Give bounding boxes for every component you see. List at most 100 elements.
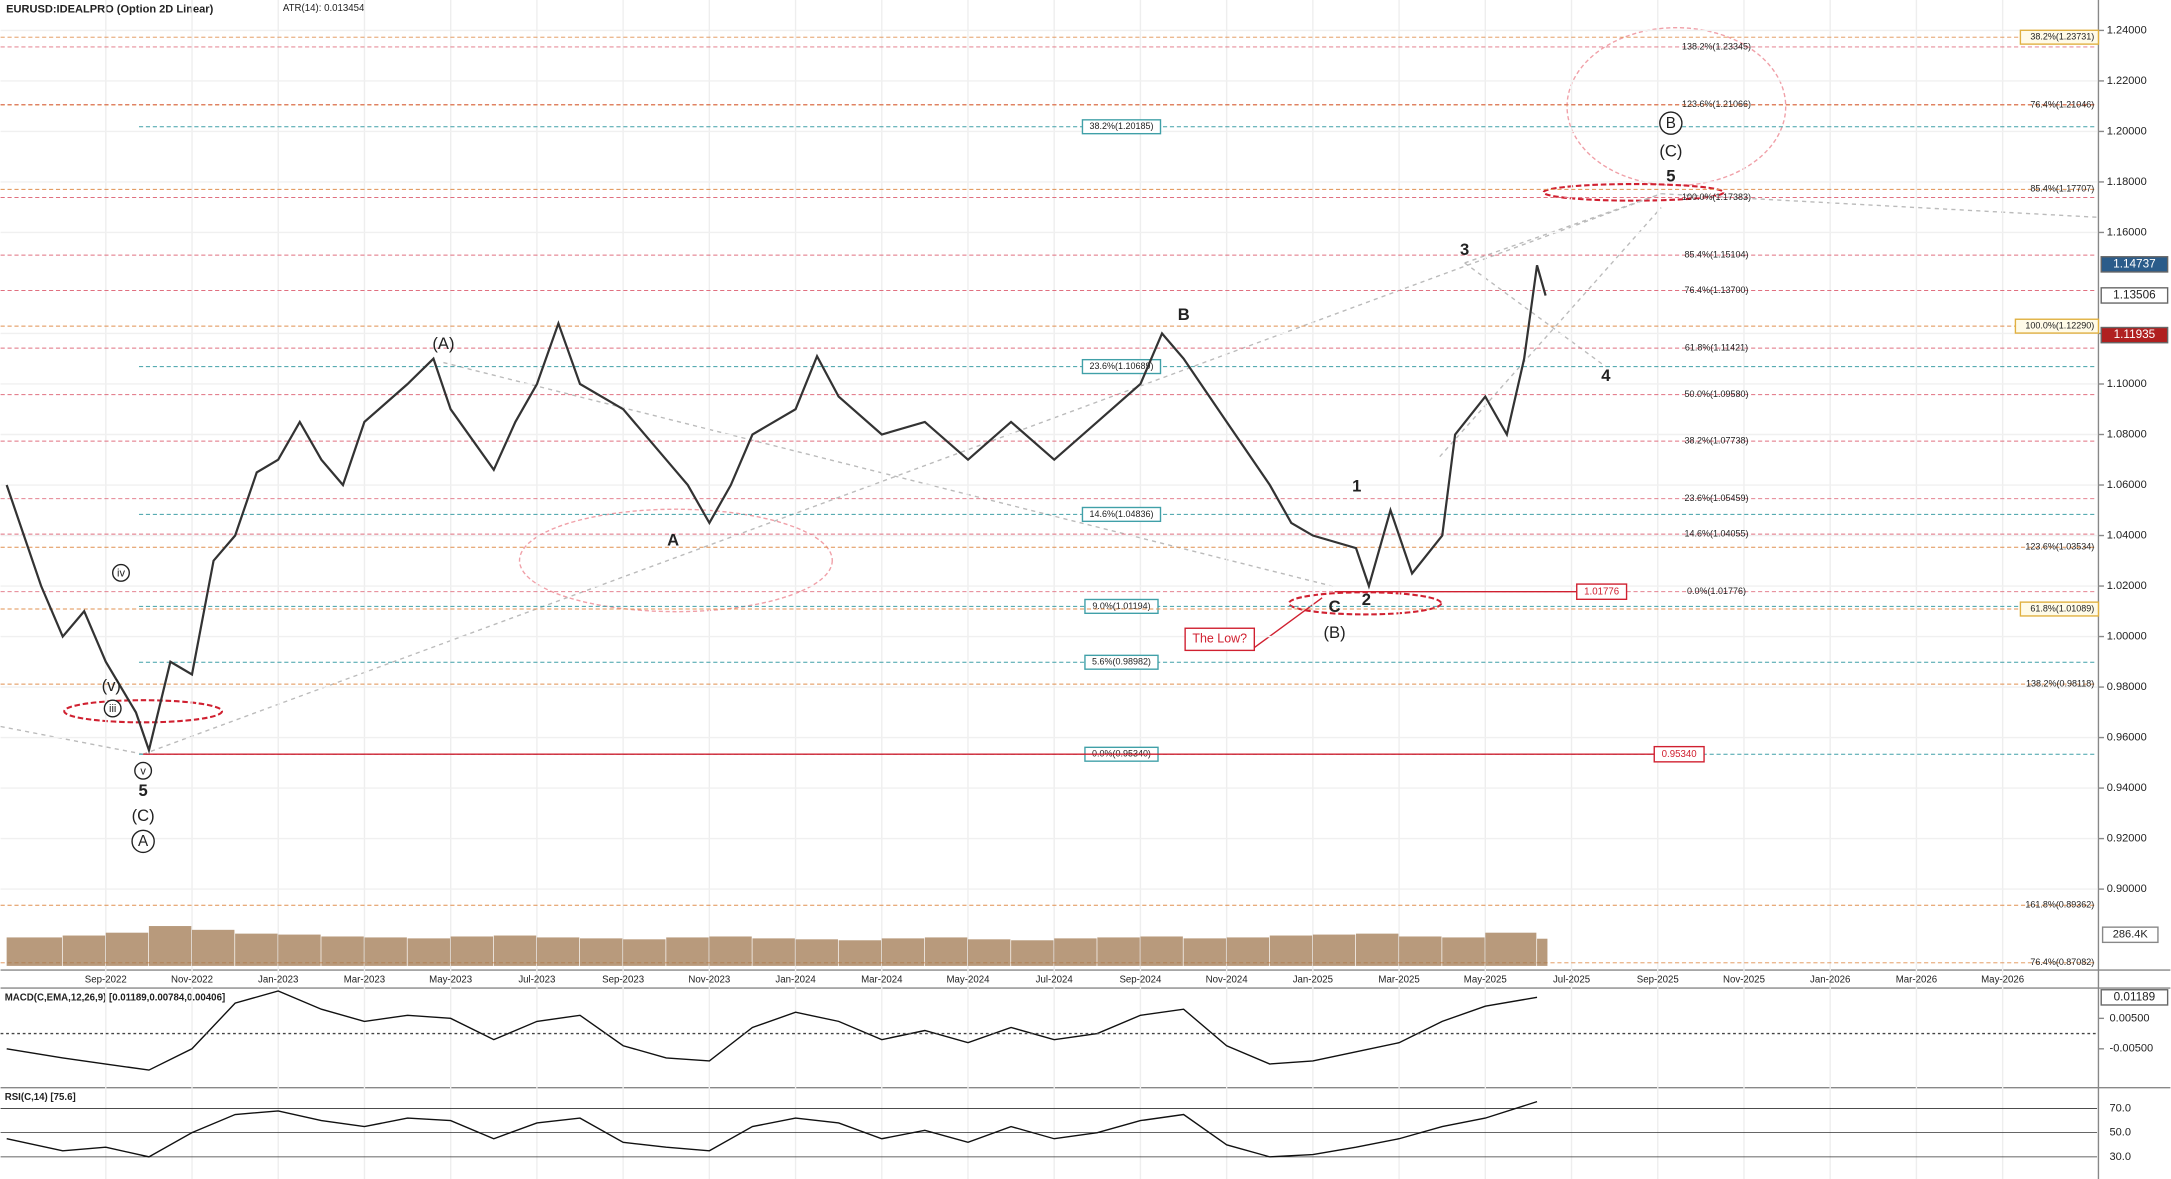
x-tick-label: May-2023 xyxy=(429,974,472,985)
low-label: 0.95340 xyxy=(1662,749,1697,760)
price-marker xyxy=(2100,326,2169,344)
volume-bar xyxy=(752,938,795,966)
volume-bar xyxy=(709,936,752,966)
volume-bar xyxy=(1442,937,1485,966)
volume-bar xyxy=(666,937,709,966)
fib-label: 76.4%(1.13700) xyxy=(1685,285,1749,295)
label-box xyxy=(1081,506,1162,523)
fib-label: 85.4%(1.15104) xyxy=(1685,249,1749,259)
volume-bar xyxy=(148,926,192,966)
macd-marker xyxy=(2100,989,2169,1006)
volume-bar xyxy=(1011,940,1054,966)
x-tick-label: Sep-2025 xyxy=(1637,974,1679,985)
fib-label: 38.2%(1.20185) xyxy=(1090,121,1154,131)
label-box xyxy=(1081,119,1162,135)
volume-bar xyxy=(1399,936,1442,966)
y-tick-label: 1.22000 xyxy=(2107,75,2147,87)
x-tick-label: Nov-2023 xyxy=(688,974,730,985)
label-box xyxy=(1184,627,1256,652)
x-tick-label: Sep-2022 xyxy=(85,974,127,985)
atr-label: ATR(14): 0.013454 xyxy=(283,3,365,14)
x-tick-label: Jan-2023 xyxy=(258,974,298,985)
fib-label: 138.2%(0.98118) xyxy=(2026,678,2094,688)
circled-wave-label: v xyxy=(140,765,146,777)
volume-bar xyxy=(493,935,537,966)
circled-wave-label: A xyxy=(138,833,149,850)
annotation: The Low? xyxy=(1192,632,1247,646)
volume-bar xyxy=(1485,932,1537,966)
y-tick-label: 0.94000 xyxy=(2107,782,2147,794)
wave-label: 4 xyxy=(1601,366,1611,385)
fib-label: 38.2%(1.23731) xyxy=(2030,32,2094,42)
wave-label: A xyxy=(667,530,679,549)
label-box xyxy=(2014,318,2100,334)
label-box xyxy=(2101,926,2159,944)
volume-bar xyxy=(838,940,882,966)
wave-label: 5 xyxy=(1666,167,1675,186)
y-tick-label: 1.06000 xyxy=(2107,479,2147,491)
volume-bar xyxy=(580,938,623,966)
x-tick-label: Jan-2024 xyxy=(775,974,816,985)
macd-line xyxy=(6,990,1538,1071)
target-ellipse xyxy=(1542,183,1725,202)
x-tick-label: Mar-2023 xyxy=(344,974,385,985)
fib-label: 5.6%(0.98982) xyxy=(1092,657,1151,667)
fib-label: 100.0%(1.12290) xyxy=(2025,321,2094,331)
volume-bar xyxy=(536,937,580,966)
volume-bar xyxy=(967,939,1011,966)
volume-bar xyxy=(1269,935,1313,966)
wave-label: (A) xyxy=(432,334,454,353)
price-line xyxy=(5,264,1547,755)
fib-label: 61.8%(1.11421) xyxy=(1685,342,1748,352)
y-tick-label: 0.90000 xyxy=(2107,883,2147,895)
fib-label: 76.4%(1.21046) xyxy=(2030,99,2094,109)
fib-label: 61.8%(1.01089) xyxy=(2030,603,2094,613)
volume-bar xyxy=(62,935,106,966)
volume-bar xyxy=(1140,936,1183,966)
wave-label: B xyxy=(1178,305,1190,324)
x-tick-label: Jul-2024 xyxy=(1036,974,1074,985)
volume-bar xyxy=(1183,938,1226,966)
fib-label: 23.6%(1.05459) xyxy=(1685,493,1749,503)
volume-bar xyxy=(105,932,149,966)
rsi-title: RSI(C,14) [75.6] xyxy=(5,1092,76,1103)
pane-tick-label: 0.00500 xyxy=(2110,1012,2150,1024)
volume-bar xyxy=(192,929,235,966)
volume-bar xyxy=(364,937,407,966)
fib-label: 123.6%(1.21066) xyxy=(1682,99,1751,109)
volume-bar xyxy=(278,934,321,966)
y-tick-label: 1.00000 xyxy=(2107,630,2147,642)
x-tick-label: Nov-2024 xyxy=(1206,974,1249,985)
fib-label: 38.2%(1.07738) xyxy=(1685,435,1749,445)
fib-label: 0.0%(1.01776) xyxy=(1687,586,1746,596)
fib-label: 85.4%(1.17707) xyxy=(2030,184,2094,194)
price-marker-label: 1.11935 xyxy=(2114,328,2156,341)
volume-bar xyxy=(407,938,450,966)
x-tick-label: May-2024 xyxy=(946,974,990,985)
pane-tick-label: 30.0 xyxy=(2110,1151,2132,1163)
volume-label: 286.4K xyxy=(2113,929,2149,941)
pane-tick-label: 70.0 xyxy=(2110,1102,2132,1114)
y-tick-label: 1.02000 xyxy=(2107,580,2147,592)
volume-bar xyxy=(1054,938,1097,966)
x-tick-label: Mar-2025 xyxy=(1378,974,1419,985)
volume-bar xyxy=(6,937,62,966)
y-tick-label: 0.92000 xyxy=(2107,833,2147,845)
volume-bar xyxy=(1537,938,1548,966)
volume-bar xyxy=(1355,933,1399,966)
y-tick-label: 0.96000 xyxy=(2107,731,2147,743)
wave-label: (C) xyxy=(132,806,155,825)
volume-bar xyxy=(795,939,838,966)
label-box xyxy=(1653,745,1705,763)
wave-circle xyxy=(131,829,155,854)
zone-ellipse xyxy=(518,508,833,613)
x-tick-label: Jul-2025 xyxy=(1553,974,1590,985)
circled-wave-label: iii xyxy=(109,703,116,715)
x-tick-label: Sep-2023 xyxy=(602,974,644,985)
fib-label: 50.0%(1.09580) xyxy=(1685,389,1749,399)
y-tick-label: 1.16000 xyxy=(2107,226,2147,238)
volume-bar xyxy=(924,937,968,966)
y-tick-label: 1.08000 xyxy=(2107,428,2147,440)
